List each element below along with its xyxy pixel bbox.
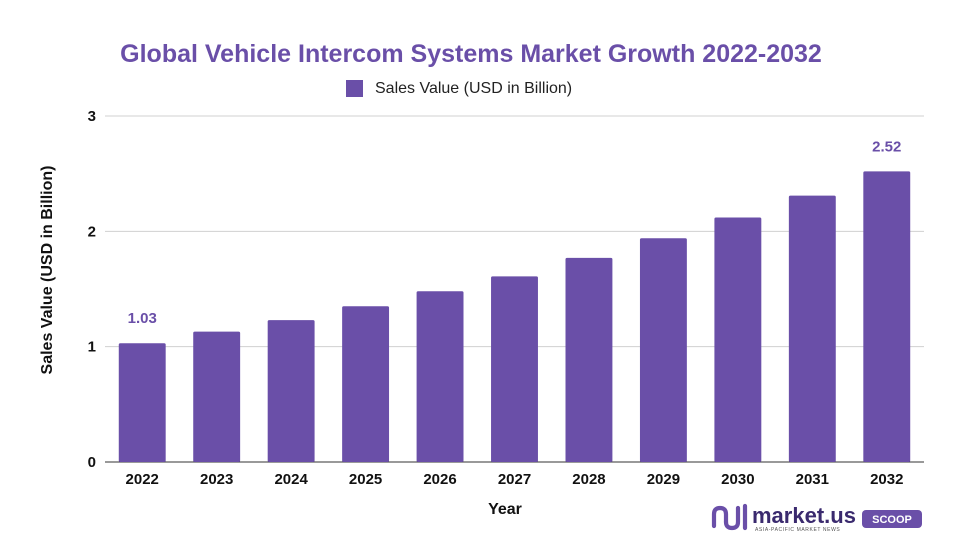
y-tick-label: 1 [88,339,96,356]
legend-label: Sales Value (USD in Billion) [375,80,572,97]
bar-2030 [714,217,762,462]
x-tick-label: 2029 [647,471,680,488]
x-tick-label: 2022 [126,471,159,488]
bar-2022 [118,343,166,462]
market-us-logo: market.us ASIA-PACIFIC MARKET NEWS SCOOP [711,503,922,533]
bar-2025 [342,306,390,462]
x-tick-label: 2028 [572,471,605,488]
bar-2032 [863,171,911,463]
x-tick-label: 2032 [870,471,903,488]
bar-2031 [788,195,836,462]
x-tick-label: 2030 [721,471,754,488]
bar-2027 [491,276,538,462]
legend: Sales Value (USD in Billion) [346,80,572,97]
x-tick-label: 2024 [274,471,308,488]
data-label-2022: 1.03 [128,310,157,327]
chart-title: Global Vehicle Intercom Systems Market G… [120,40,822,68]
bar-2029 [639,238,687,462]
y-tick-label: 2 [88,223,96,240]
data-label-2032: 2.52 [872,138,901,155]
x-tick-label: 2027 [498,471,531,488]
legend-swatch [346,80,363,97]
x-tick-label: 2023 [200,471,233,488]
x-tick-label: 2026 [423,471,456,488]
bar-2028 [565,257,613,462]
data-labels: 1.03 2.52 [128,138,902,327]
bar-2024 [267,320,315,462]
y-axis-title: Sales Value (USD in Billion) [39,166,56,375]
x-axis-title: Year [488,501,522,518]
x-tick-label: 2031 [796,471,829,488]
bars [118,171,911,463]
market-us-logo-mark-icon [711,503,748,531]
x-axis-ticks: 2022 2023 2024 2025 2026 2027 2028 2029 2030 2031… [126,471,904,488]
logo-tagline: ASIA-PACIFIC MARKET NEWS [755,527,840,533]
y-tick-label: 3 [88,108,96,125]
x-tick-label: 2025 [349,471,382,488]
y-axis-ticks: 0 1 2 3 [88,108,96,471]
y-tick-label: 0 [88,454,96,471]
bar-2023 [193,331,241,462]
bar-2026 [416,291,464,462]
logo-wordmark: market.us [752,503,856,528]
scoop-badge-text: SCOOP [872,514,912,526]
scoop-badge [862,510,922,528]
